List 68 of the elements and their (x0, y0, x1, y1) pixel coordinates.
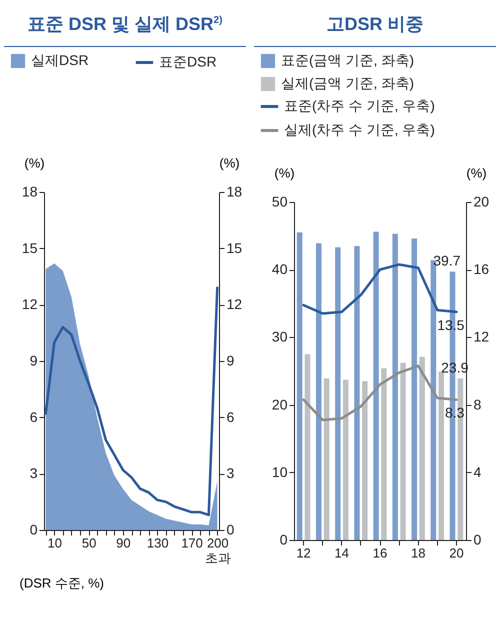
x-tick-label: 90 (116, 536, 131, 550)
y2-tick-label: 12 (226, 296, 242, 312)
bar (373, 232, 379, 540)
y2-axis-title: (%) (219, 156, 240, 170)
chart-title: 표준 DSR 및 실제 DSR$^{2)}$ (4, 0, 246, 47)
y2-tick-label: 15 (226, 240, 242, 256)
bar (362, 381, 368, 540)
legend-label: 표준(차주 수 기준, 우축) (284, 98, 435, 114)
bar (381, 368, 387, 540)
x-tick-label: 50 (82, 536, 96, 550)
y-tick-label: 18 (22, 184, 38, 200)
y-tick-label: 15 (22, 240, 38, 256)
legend-label: 표준DSR (159, 54, 217, 70)
x-tick-label: 12 (296, 546, 311, 560)
y-tick-label: 10 (272, 464, 288, 480)
y-axis-title: (%) (24, 156, 45, 170)
y2-tick-label: 0 (226, 522, 234, 538)
y2-tick-label: 18 (226, 184, 242, 200)
bar (392, 234, 398, 540)
legend-label: 표준(금액 기준, 좌축) (281, 52, 414, 68)
x-tick-label: 14 (334, 546, 350, 560)
x-tick-label: 130 (146, 536, 169, 550)
y-tick-label: 3 (30, 465, 38, 482)
bar (354, 246, 360, 540)
legend-label: 실제(금액 기준, 좌축) (281, 75, 414, 91)
bar (438, 372, 444, 540)
y2-tick-label: 12 (474, 328, 490, 345)
bar (335, 247, 341, 540)
x-tick-label: 200 초과 (204, 536, 231, 566)
bar (324, 378, 330, 540)
y2-tick-label: 6 (226, 408, 234, 425)
y2-tick-label: 3 (226, 465, 234, 482)
y-tick-label: 50 (272, 194, 288, 210)
bar (412, 238, 418, 540)
legend-label: 실제(차주 수 기준, 우축) (284, 122, 435, 138)
x-tick-label: 10 (48, 536, 62, 550)
line-series (44, 286, 219, 516)
bar (400, 362, 406, 540)
x-tick-label: 18 (410, 546, 426, 560)
y-tick-label: 20 (272, 396, 288, 412)
y-tick-label: 30 (272, 328, 288, 345)
y-tick-label: 12 (22, 296, 38, 312)
y2-tick-label: 16 (474, 261, 490, 278)
y-tick-label: 40 (272, 261, 288, 278)
bar (419, 356, 425, 540)
y-tick-label: 0 (30, 522, 38, 538)
bar (342, 380, 348, 540)
data-label: 8.3 (444, 404, 465, 421)
x-tick-label: 20 (449, 546, 464, 560)
y2-tick-label: 4 (474, 464, 482, 480)
x-tick-label: 16 (372, 546, 388, 560)
y2-axis-title: (%) (466, 166, 487, 180)
y2-tick-label: 9 (226, 352, 234, 368)
chart-title: 고DSR 비중 (254, 0, 496, 47)
y-tick-label: 9 (30, 352, 38, 368)
legend-label: 실제DSR (31, 52, 89, 68)
y2-tick-label: 8 (474, 396, 482, 412)
x-tick-label: 170 (181, 536, 203, 550)
bar (304, 354, 310, 540)
x-axis-title: (DSR 수준, %) (20, 576, 104, 590)
y2-tick-label: 20 (474, 194, 490, 210)
y-tick-label: 0 (280, 532, 288, 548)
bar (316, 243, 322, 540)
data-label: 39.7 (433, 252, 461, 269)
y-axis-title: (%) (274, 166, 295, 180)
bar (296, 232, 302, 540)
y2-tick-label: 0 (474, 532, 482, 548)
y-tick-label: 6 (30, 408, 38, 425)
